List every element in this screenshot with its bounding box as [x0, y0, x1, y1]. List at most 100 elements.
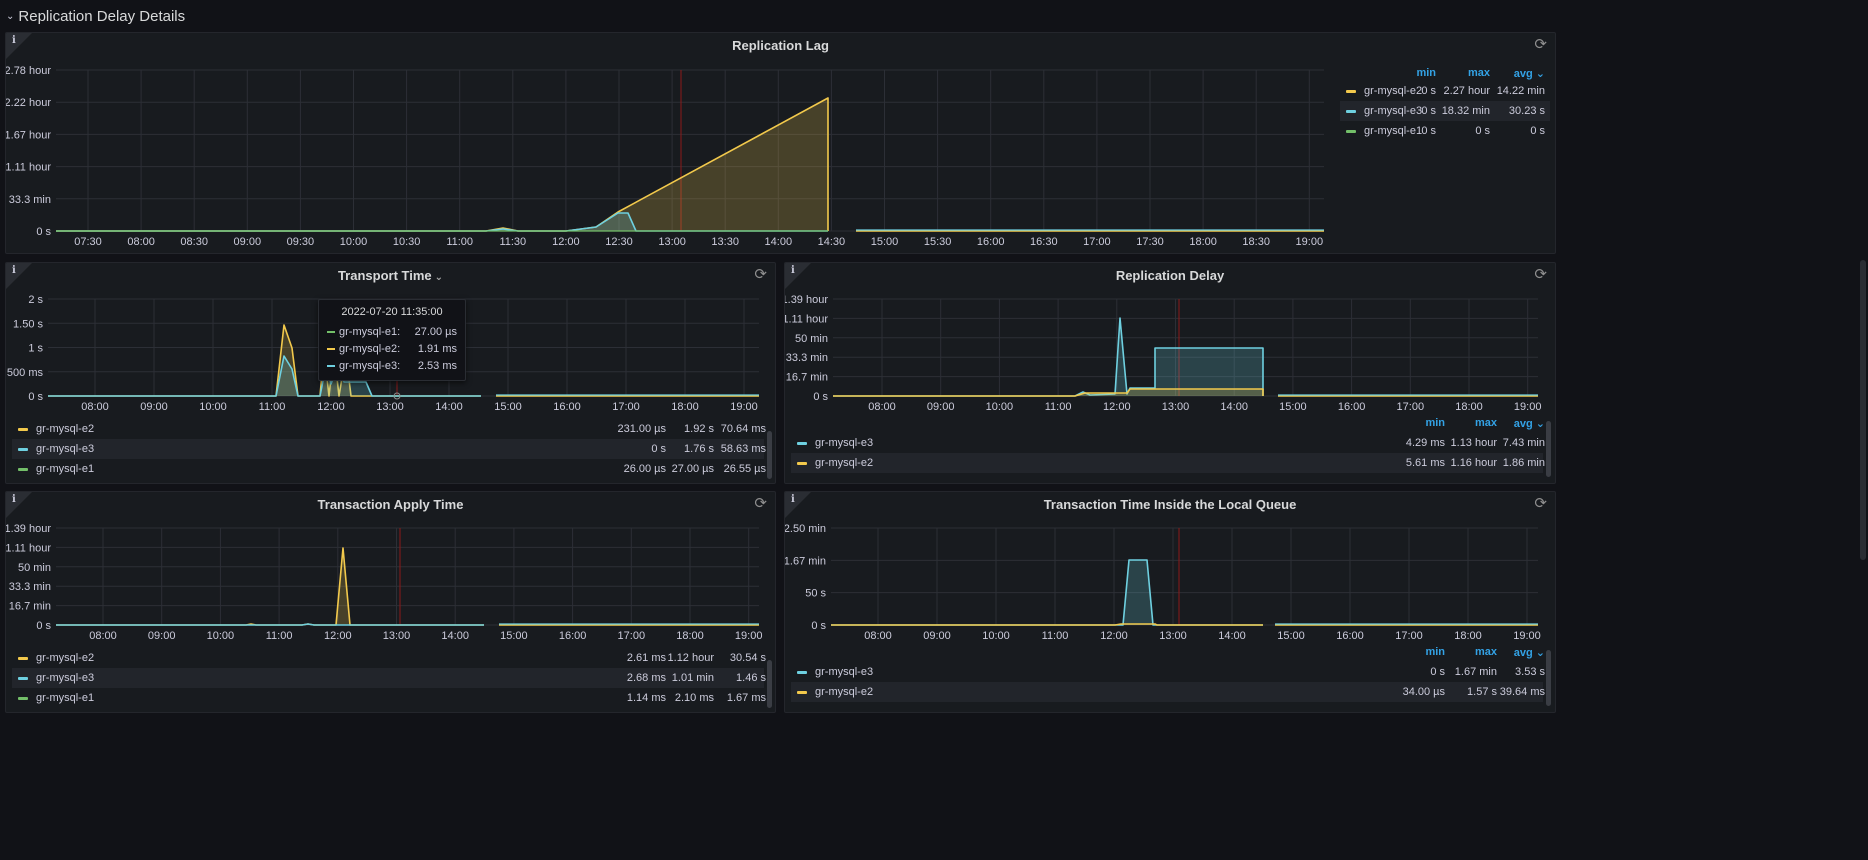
- y-tick-label: 0 s: [36, 226, 51, 238]
- y-tick-label: 2.78 hour: [6, 65, 51, 77]
- legend-header-min[interactable]: min: [1416, 67, 1436, 79]
- legend-header-min[interactable]: min: [1425, 417, 1445, 429]
- x-tick-label: 12:00: [324, 630, 352, 642]
- legend-value-min: 231.00 µs: [617, 423, 666, 435]
- y-tick-label: 0 s: [28, 391, 43, 403]
- legend-series-name[interactable]: gr-mysql-e3: [1364, 105, 1423, 117]
- legend-series-name[interactable]: gr-mysql-e3: [815, 666, 874, 678]
- info-icon[interactable]: i: [12, 265, 16, 276]
- y-tick-label: 1.11 hour: [6, 542, 51, 554]
- legend-header-max[interactable]: max: [1474, 417, 1497, 429]
- legend-series-name[interactable]: gr-mysql-e1: [36, 463, 95, 475]
- legend-scrollbar[interactable]: [767, 431, 772, 479]
- legend-value-avg: 30.54 s: [729, 652, 766, 664]
- legend-row-gr-mysql-e2[interactable]: gr-mysql-e2 231.00 µs 1.92 s 70.64 ms: [12, 419, 766, 439]
- x-tick-label: 14:00: [441, 630, 469, 642]
- legend-series-name[interactable]: gr-mysql-e2: [36, 652, 95, 664]
- legend-series-name[interactable]: gr-mysql-e3: [815, 437, 874, 449]
- legend-series-name[interactable]: gr-mysql-e2: [36, 423, 95, 435]
- legend-value-min: 4.29 ms: [1405, 437, 1445, 449]
- refresh-icon[interactable]: ⟳: [1534, 266, 1547, 283]
- legend-value-max: 1.13 hour: [1450, 437, 1497, 449]
- legend-scrollbar[interactable]: [1546, 650, 1551, 706]
- legend-row-gr-mysql-e2[interactable]: gr-mysql-e2 5.61 ms 1.16 hour 1.86 min: [791, 453, 1545, 473]
- legend-series-name[interactable]: gr-mysql-e2: [815, 457, 874, 469]
- legend-series-name[interactable]: gr-mysql-e1: [36, 692, 95, 704]
- x-tick-label: 10:30: [393, 236, 421, 248]
- legend-swatch[interactable]: [18, 428, 28, 431]
- info-icon[interactable]: i: [12, 494, 16, 505]
- legend-header-avg[interactable]: avg ⌄: [1513, 68, 1545, 80]
- legend-swatch[interactable]: [18, 697, 28, 700]
- legend-header-max[interactable]: max: [1474, 646, 1497, 658]
- y-tick-label: 50 min: [18, 562, 51, 574]
- legend-swatch[interactable]: [18, 677, 28, 680]
- legend-swatch[interactable]: [18, 468, 28, 471]
- legend-value-avg: 0 s: [1530, 125, 1545, 137]
- panel-title[interactable]: Transaction Apply Time: [317, 497, 464, 512]
- legend-header-max[interactable]: max: [1467, 67, 1490, 79]
- legend-swatch[interactable]: [797, 442, 807, 445]
- info-icon[interactable]: i: [791, 494, 795, 505]
- y-tick-label: 1 s: [28, 343, 43, 355]
- x-tick-label: 17:30: [1136, 236, 1164, 248]
- panel-title[interactable]: Replication Delay: [1115, 268, 1225, 283]
- legend-scrollbar[interactable]: [767, 660, 772, 708]
- refresh-icon[interactable]: ⟳: [754, 266, 767, 283]
- chart-transaction-apply-time[interactable]: 1.39 hour 1.11 hour 50 min 33.3 min 16.7 min…: [6, 492, 776, 642]
- series-gr-mysql-e3-line: [56, 212, 828, 232]
- legend-swatch[interactable]: [1346, 90, 1356, 93]
- legend-header-avg[interactable]: avg ⌄: [1513, 418, 1545, 430]
- refresh-icon[interactable]: ⟳: [754, 495, 767, 512]
- legend-row-gr-mysql-e2[interactable]: gr-mysql-e2 0 s 2.27 hour 14.22 min: [1340, 81, 1550, 101]
- panel-title[interactable]: Replication Lag: [732, 38, 829, 53]
- panel-title[interactable]: Transaction Time Inside the Local Queue: [1043, 497, 1297, 512]
- legend-row-gr-mysql-e3[interactable]: gr-mysql-e3 0 s 1.67 min 3.53 s: [791, 662, 1545, 682]
- legend-swatch[interactable]: [1346, 130, 1356, 133]
- legend-row-gr-mysql-e3[interactable]: gr-mysql-e3 4.29 ms 1.13 hour 7.43 min: [791, 433, 1545, 453]
- legend-swatch[interactable]: [797, 691, 807, 694]
- panel-corner: [785, 263, 811, 289]
- info-icon[interactable]: i: [791, 265, 795, 276]
- legend-series-name[interactable]: gr-mysql-e3: [36, 443, 95, 455]
- x-tick-label: 14:00: [435, 401, 463, 413]
- legend-series-name[interactable]: gr-mysql-e1: [1364, 125, 1423, 137]
- legend-row-gr-mysql-e2[interactable]: gr-mysql-e2 34.00 µs 1.57 s 39.64 ms: [791, 682, 1545, 702]
- legend-row-gr-mysql-e3[interactable]: gr-mysql-e3 0 s 1.76 s 58.63 ms: [12, 439, 766, 459]
- x-tick-label: 08:00: [864, 630, 892, 642]
- x-tick-label: 09:00: [234, 236, 262, 248]
- row-header[interactable]: ⌄ Replication Delay Details: [6, 6, 185, 26]
- y-tick-label: 2 s: [28, 294, 43, 306]
- chart-local-queue-time[interactable]: 2.50 min 1.67 min 50 s 0 s 08:00 09:00 10:00 11…: [785, 492, 1556, 642]
- legend-row-gr-mysql-e1[interactable]: gr-mysql-e1 1.14 ms 2.10 ms 1.67 ms: [12, 688, 766, 708]
- legend-series-name[interactable]: gr-mysql-e2: [1364, 85, 1423, 97]
- legend-scrollbar[interactable]: [1546, 421, 1551, 477]
- legend-series-name[interactable]: gr-mysql-e3: [36, 672, 95, 684]
- legend-series-name[interactable]: gr-mysql-e2: [815, 686, 874, 698]
- chart-replication-lag[interactable]: 2.78 hour 2.22 hour 1.67 hour 1.11 hour 33.3…: [6, 33, 1336, 254]
- x-tick-label: 10:00: [982, 630, 1010, 642]
- legend-swatch[interactable]: [797, 671, 807, 674]
- legend-header-avg[interactable]: avg ⌄: [1513, 647, 1545, 659]
- panel-title[interactable]: Transport Time ⌄: [6, 268, 775, 283]
- info-icon[interactable]: i: [12, 35, 16, 46]
- chart-replication-delay[interactable]: 1.39 hour 1.11 hour 50 min 33.3 min 16.7 min…: [785, 263, 1556, 413]
- legend-row-gr-mysql-e3[interactable]: gr-mysql-e3 0 s 18.32 min 30.23 s: [1340, 101, 1550, 121]
- chevron-down-icon[interactable]: ⌄: [6, 10, 15, 22]
- x-tick-label: 12:00: [317, 401, 345, 413]
- legend-row-gr-mysql-e2[interactable]: gr-mysql-e2 2.61 ms 1.12 hour 30.54 s: [12, 648, 766, 668]
- legend-header-min[interactable]: min: [1425, 646, 1445, 658]
- legend-row-gr-mysql-e1[interactable]: gr-mysql-e1 26.00 µs 27.00 µs 26.55 µs: [12, 459, 766, 479]
- page-scrollbar[interactable]: [1860, 260, 1866, 560]
- refresh-icon[interactable]: ⟳: [1534, 495, 1547, 512]
- legend-row-gr-mysql-e3[interactable]: gr-mysql-e3 2.68 ms 1.01 min 1.46 s: [12, 668, 766, 688]
- legend-swatch[interactable]: [1346, 110, 1356, 113]
- refresh-icon[interactable]: ⟳: [1534, 36, 1547, 53]
- chevron-down-icon[interactable]: ⌄: [434, 272, 444, 283]
- legend-swatch[interactable]: [797, 462, 807, 465]
- legend-swatch[interactable]: [18, 657, 28, 660]
- legend-swatch[interactable]: [18, 448, 28, 451]
- x-tick-label: 18:00: [676, 630, 704, 642]
- y-tick-label: 16.7 min: [9, 601, 51, 613]
